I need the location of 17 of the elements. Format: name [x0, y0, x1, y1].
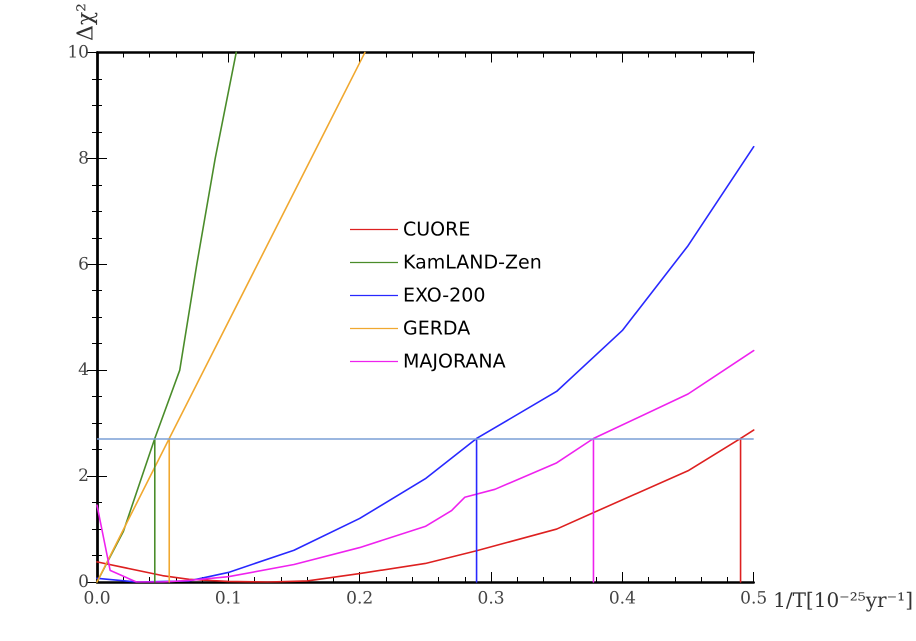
x-tick-label: 0.2	[346, 588, 374, 608]
y-tick-label: 2	[78, 466, 89, 486]
x-axis-title: 1/T[10⁻²⁵yr⁻¹]	[773, 588, 913, 612]
legend-label: EXO-200	[403, 284, 486, 306]
y-tick-label: 4	[78, 360, 89, 380]
x-tick-label: 0.3	[477, 588, 505, 608]
y-tick-label: 6	[78, 254, 89, 274]
x-tick-label: 0.5	[740, 588, 768, 608]
legend-label: MAJORANA	[403, 350, 506, 372]
x-tick-label: 0.4	[608, 588, 636, 608]
y-tick-label: 10	[67, 42, 89, 62]
y-axis-title: Δχ²	[74, 3, 98, 42]
x-tick-label: 0.1	[214, 588, 242, 608]
legend-label: KamLAND-Zen	[403, 252, 542, 274]
legend-label: GERDA	[403, 318, 470, 340]
legend-label: CUORE	[403, 218, 470, 240]
y-tick-label: 8	[78, 148, 89, 168]
